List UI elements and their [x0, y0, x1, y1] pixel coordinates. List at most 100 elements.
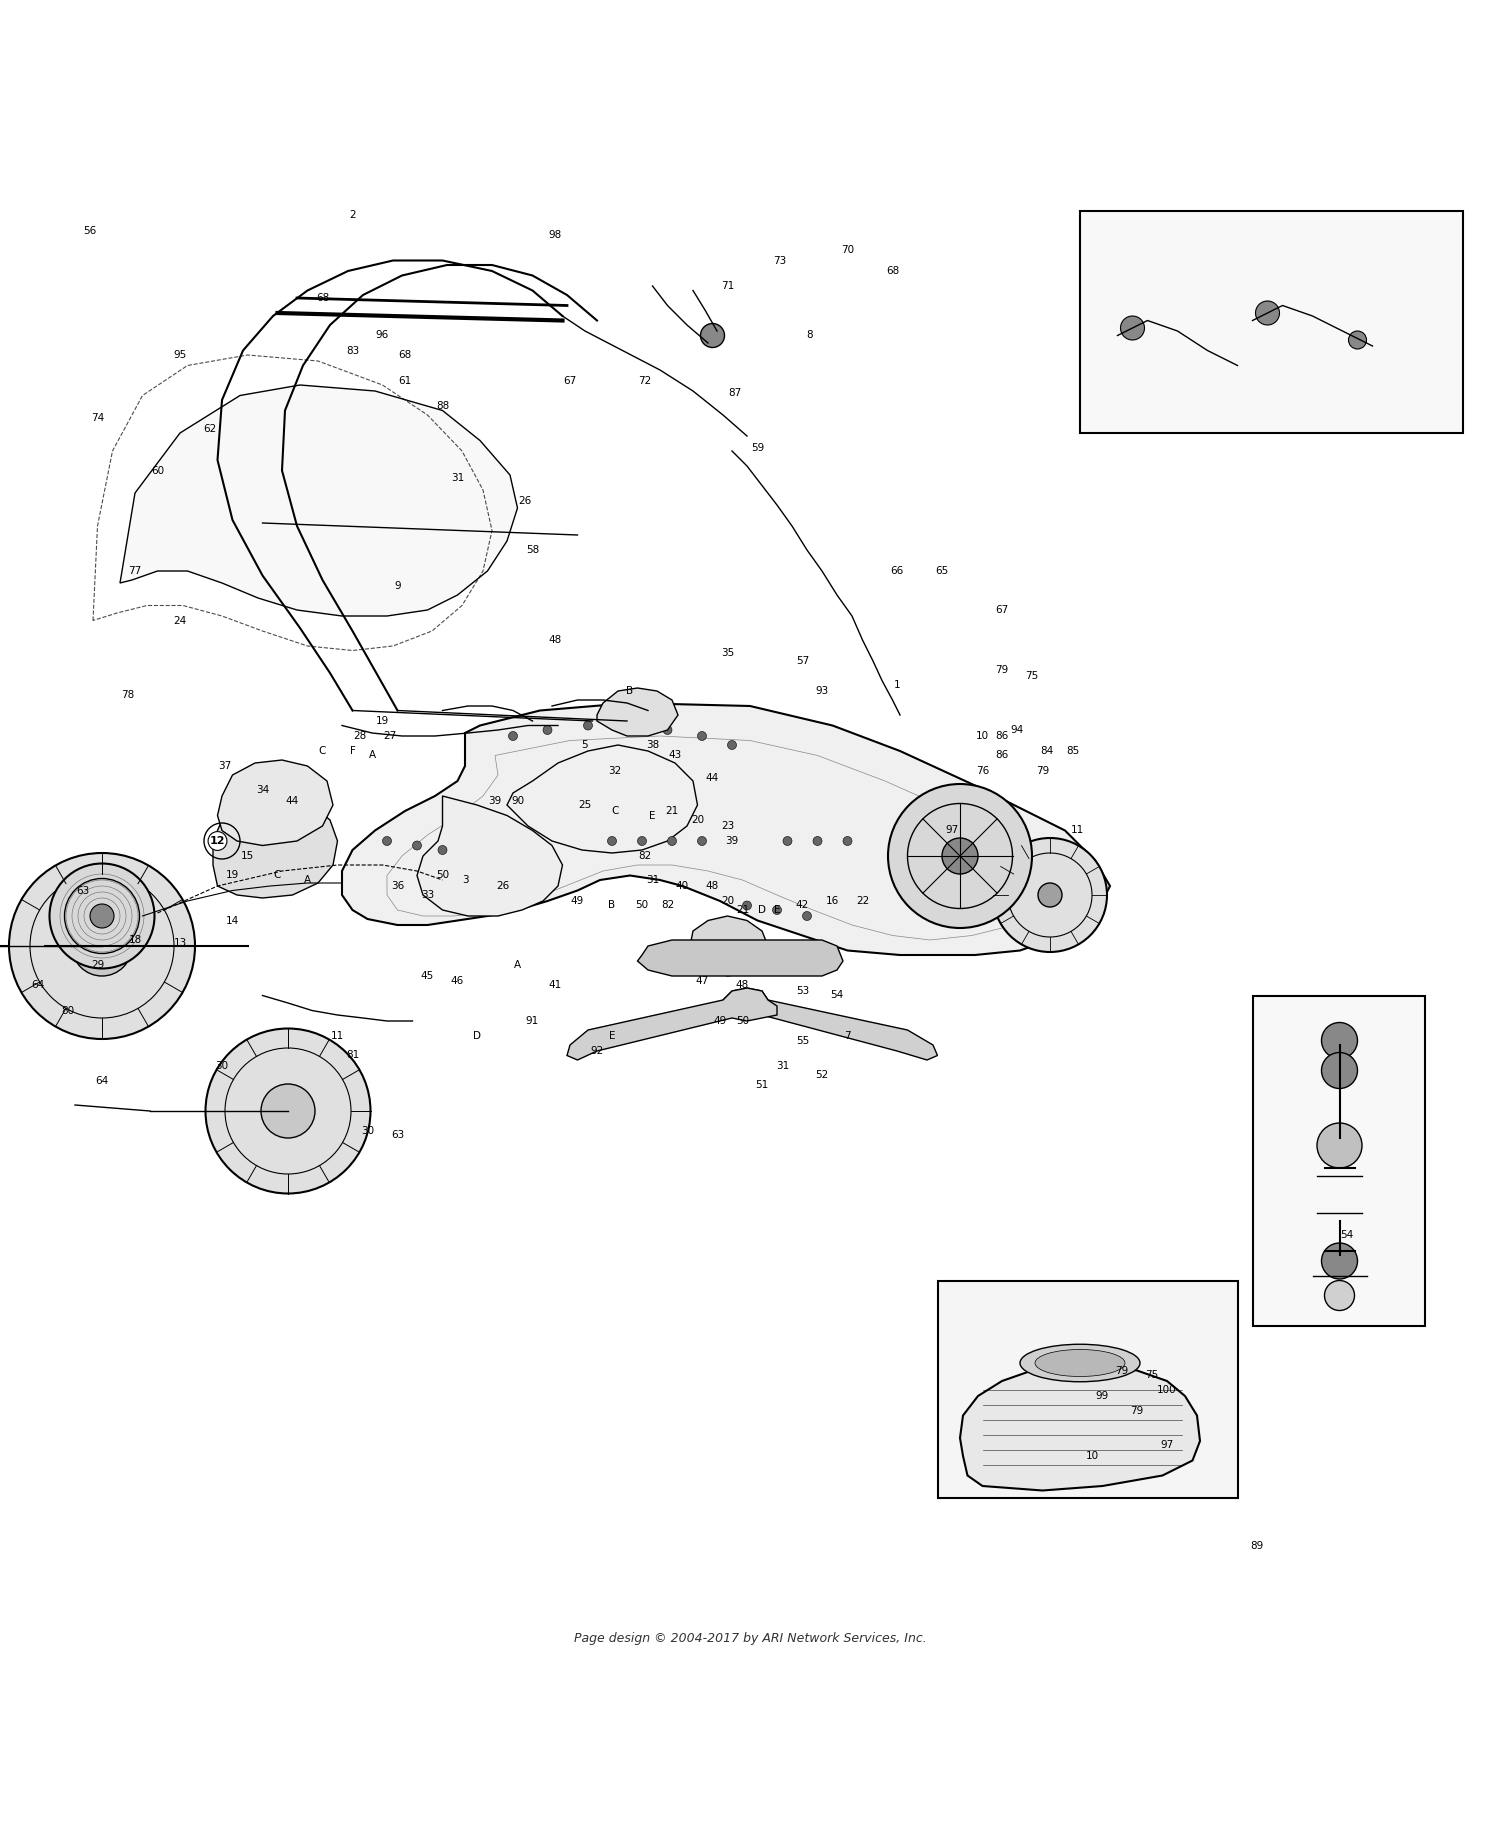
Text: 36: 36	[392, 880, 404, 891]
Circle shape	[1324, 1280, 1354, 1311]
Text: 97: 97	[1161, 1441, 1173, 1450]
Circle shape	[72, 917, 132, 977]
Text: 54: 54	[1341, 1231, 1353, 1240]
Text: 16: 16	[827, 897, 839, 906]
Text: 51: 51	[756, 1081, 768, 1090]
Polygon shape	[717, 988, 938, 1061]
Text: 76: 76	[976, 765, 988, 776]
Text: 31: 31	[777, 1061, 789, 1072]
Text: 63: 63	[392, 1130, 404, 1139]
Text: 29: 29	[92, 960, 104, 970]
Text: 50: 50	[736, 1015, 748, 1026]
Bar	[1252, 995, 1425, 1326]
Circle shape	[728, 741, 736, 749]
Polygon shape	[567, 988, 777, 1061]
Circle shape	[1348, 331, 1366, 349]
Text: 53: 53	[796, 986, 808, 995]
Circle shape	[9, 853, 195, 1039]
Text: 12: 12	[210, 836, 225, 845]
Text: C: C	[274, 871, 280, 880]
Text: 77: 77	[129, 566, 141, 575]
Polygon shape	[690, 917, 768, 977]
Text: 97: 97	[946, 825, 958, 836]
Text: 98: 98	[549, 230, 561, 239]
Circle shape	[1322, 1023, 1358, 1059]
Circle shape	[802, 911, 812, 920]
Text: 26: 26	[519, 495, 531, 506]
Text: 27: 27	[384, 730, 396, 741]
Circle shape	[273, 1096, 303, 1127]
Circle shape	[742, 900, 752, 909]
Text: 58: 58	[526, 544, 538, 555]
Text: 79: 79	[996, 665, 1008, 676]
Ellipse shape	[1035, 1349, 1125, 1377]
Text: 66: 66	[891, 566, 903, 575]
Circle shape	[438, 845, 447, 855]
Text: 79: 79	[1116, 1366, 1128, 1375]
Circle shape	[50, 864, 154, 968]
Circle shape	[543, 725, 552, 734]
Circle shape	[382, 836, 392, 845]
Circle shape	[888, 783, 1032, 928]
Circle shape	[783, 836, 792, 845]
Text: 96: 96	[376, 331, 388, 340]
Text: 48: 48	[549, 635, 561, 645]
Text: 88: 88	[436, 402, 448, 411]
Text: 46: 46	[452, 975, 464, 986]
Text: 13: 13	[174, 939, 186, 948]
Text: 100: 100	[1156, 1384, 1178, 1395]
Text: C: C	[612, 805, 618, 816]
Text: 22: 22	[856, 897, 868, 906]
Circle shape	[698, 732, 706, 741]
Text: 67: 67	[564, 376, 576, 385]
Text: 47: 47	[696, 975, 708, 986]
Text: 11: 11	[1071, 825, 1083, 836]
Text: 26: 26	[496, 880, 508, 891]
Text: 34: 34	[256, 785, 268, 794]
Text: 90: 90	[512, 796, 524, 805]
Circle shape	[261, 1085, 315, 1138]
Text: 50: 50	[436, 871, 448, 880]
Bar	[1080, 212, 1462, 433]
Text: 60: 60	[152, 466, 164, 475]
Text: 48: 48	[706, 880, 718, 891]
Ellipse shape	[1020, 1344, 1140, 1382]
Text: 49: 49	[714, 1015, 726, 1026]
Polygon shape	[638, 940, 843, 977]
Text: 28: 28	[354, 730, 366, 741]
Text: 67: 67	[996, 604, 1008, 615]
Text: 8: 8	[807, 331, 813, 340]
Text: 81: 81	[346, 1050, 358, 1061]
Text: 30: 30	[216, 1061, 228, 1072]
Bar	[938, 1280, 1238, 1497]
Polygon shape	[120, 385, 518, 615]
Text: 15: 15	[242, 851, 254, 862]
Text: A: A	[369, 750, 375, 760]
Text: 86: 86	[996, 750, 1008, 760]
Text: 49: 49	[572, 897, 584, 906]
Text: 5: 5	[582, 740, 588, 750]
Text: 25: 25	[579, 800, 591, 811]
Circle shape	[942, 838, 978, 875]
Text: 23: 23	[722, 822, 734, 831]
Text: 39: 39	[489, 796, 501, 805]
Text: 79: 79	[1036, 765, 1048, 776]
Text: 87: 87	[729, 387, 741, 398]
Text: 71: 71	[722, 281, 734, 290]
Circle shape	[772, 906, 782, 915]
Text: 78: 78	[122, 690, 134, 701]
Text: 64: 64	[32, 981, 44, 990]
Text: 30: 30	[362, 1125, 374, 1136]
Circle shape	[1256, 301, 1280, 325]
Polygon shape	[342, 703, 1110, 955]
Circle shape	[206, 1028, 370, 1194]
Circle shape	[663, 725, 672, 734]
Text: A: A	[304, 875, 310, 886]
Text: 9: 9	[394, 581, 400, 592]
Text: 20: 20	[692, 814, 703, 825]
Text: 68: 68	[316, 292, 328, 303]
Circle shape	[90, 904, 114, 928]
Circle shape	[993, 838, 1107, 951]
Text: 24: 24	[174, 615, 186, 626]
Text: 18: 18	[129, 935, 141, 946]
